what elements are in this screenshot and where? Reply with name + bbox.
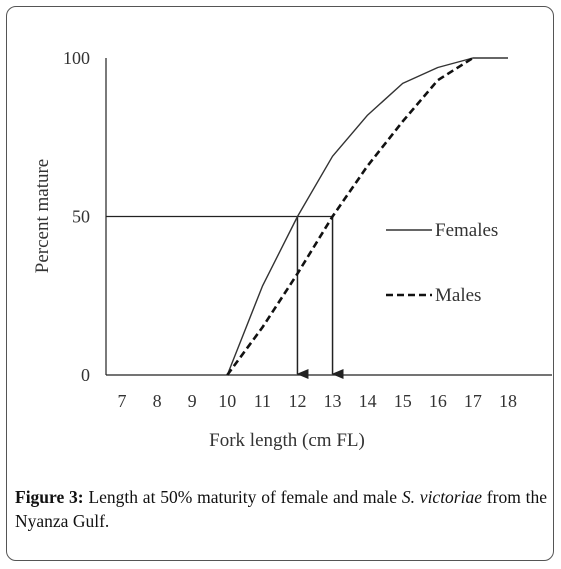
x-tick-label: 18 [499, 391, 517, 411]
x-tick-label: 13 [324, 391, 342, 411]
maturity-chart: 0 50 100 7 8 9 10 11 12 13 14 15 16 17 18 Females Males… [32, 48, 552, 451]
x-axis-label: Fork length (cm FL) [209, 430, 365, 451]
x-tick-label: 11 [254, 391, 271, 411]
x-tick-label: 17 [464, 391, 482, 411]
series-line-females [226, 57, 508, 376]
annotations [106, 215, 344, 379]
caption-text-after: from the Nyanza Gulf. [15, 487, 547, 531]
y-tick-label: 50 [72, 207, 90, 227]
y-axis-label: Percent mature [32, 159, 53, 273]
x-tick-label: 14 [359, 391, 377, 411]
y-tick-label: 0 [81, 365, 90, 385]
caption-species: S. victoriae [401, 487, 482, 507]
series-line-males [226, 56, 474, 376]
y-tick-label: 100 [63, 48, 90, 68]
x-tick-label: 15 [394, 391, 412, 411]
x-tick-label: 12 [288, 391, 306, 411]
figure-caption: Figure 3: Length at 50% maturity of fema… [15, 485, 547, 533]
legend-label-females: Females [435, 220, 498, 241]
caption-label: Figure 3: [15, 487, 84, 507]
axes: 0 50 100 7 8 9 10 11 12 13 14 15 16 17 18 [63, 48, 552, 411]
series [226, 56, 508, 376]
x-tick-label: 7 [118, 391, 127, 411]
caption-text-before: Length at 50% maturity of female and mal… [83, 487, 402, 507]
x-tick-label: 8 [153, 391, 162, 411]
x-tick-label: 10 [218, 391, 236, 411]
x-tick-label: 16 [429, 391, 447, 411]
x-tick-label: 9 [188, 391, 197, 411]
legend-label-males: Males [435, 285, 481, 306]
figure-frame [6, 6, 554, 561]
legend: Females Males [386, 220, 498, 306]
